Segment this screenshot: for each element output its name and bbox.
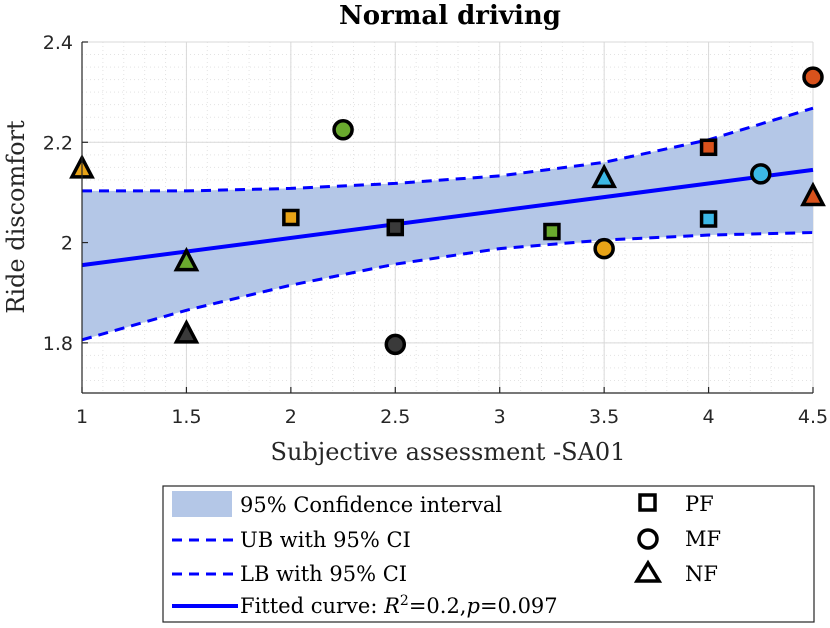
x-tick-label: 1.5 (171, 406, 201, 428)
data-layer (69, 66, 826, 356)
y-tick-label: 2.2 (43, 132, 73, 154)
ci-band (82, 108, 813, 340)
legend-fit-r-power: 2 (400, 593, 409, 609)
x-tick-label: 3 (494, 406, 506, 428)
y-axis-label: Ride discomfort (2, 120, 30, 314)
chart-title: Normal driving (339, 1, 561, 31)
legend-lb-label: LB with 95% CI (240, 562, 407, 586)
legend-fit-p-value: =0.097 (480, 594, 558, 618)
point-pf (699, 210, 718, 228)
legend-fit-r-value: =0.2, (409, 594, 467, 618)
lower-bound-line (81, 231, 814, 342)
y-tick-label: 2.4 (43, 32, 73, 54)
point-mf (802, 66, 824, 88)
x-tick-label: 2.5 (380, 406, 410, 428)
x-tick-label: 4 (703, 406, 715, 428)
x-tick-label: 1 (76, 406, 88, 428)
legend-fit-prefix: Fitted curve: (240, 594, 384, 618)
legend: 95% Confidence interval UB with 95% CI L… (162, 485, 815, 623)
legend-pf-marker (638, 493, 657, 512)
point-nf (800, 181, 826, 207)
point-nf (173, 319, 200, 344)
legend-fit-label: Fitted curve: R2=0.2,p=0.097 (240, 593, 558, 618)
point-nf (173, 246, 200, 272)
point-pf (699, 138, 718, 157)
legend-ub-label: UB with 95% CI (240, 528, 411, 552)
upper-bound-line (82, 106, 814, 193)
legend-ci-label: 95% Confidence interval (240, 493, 502, 517)
fitted-line (81, 167, 814, 268)
point-pf (543, 222, 561, 241)
y-tick-label: 1.8 (43, 333, 73, 355)
legend-nf-marker (633, 559, 663, 583)
point-mf (384, 333, 407, 356)
y-tick-label: 2 (61, 233, 73, 255)
x-axis-label: Subjective assessment -SA01 (271, 438, 626, 466)
x-tick-label: 2 (285, 406, 297, 428)
point-nf (591, 163, 618, 189)
legend-fit-r-symbol: R (383, 594, 400, 618)
legend-pf-label: PF (685, 492, 714, 516)
x-tick-label: 3.5 (589, 406, 619, 428)
point-mf (593, 237, 615, 260)
point-pf (282, 208, 300, 227)
legend-mf-label: MF (685, 527, 721, 551)
x-tick-label: 4.5 (798, 406, 828, 428)
legend-mf-marker (637, 528, 659, 550)
legend-fit-p-symbol: p (466, 594, 479, 618)
axes-layer: 1 1.5 2 2.5 3 3.5 4 4.5 1.8 2 2.2 2.4 (43, 32, 828, 428)
point-pf (386, 218, 405, 237)
legend-box (162, 485, 815, 623)
point-mf (750, 163, 772, 185)
legend-ci-swatch (172, 491, 232, 517)
point-mf (332, 119, 354, 141)
legend-nf-label: NF (685, 562, 718, 586)
